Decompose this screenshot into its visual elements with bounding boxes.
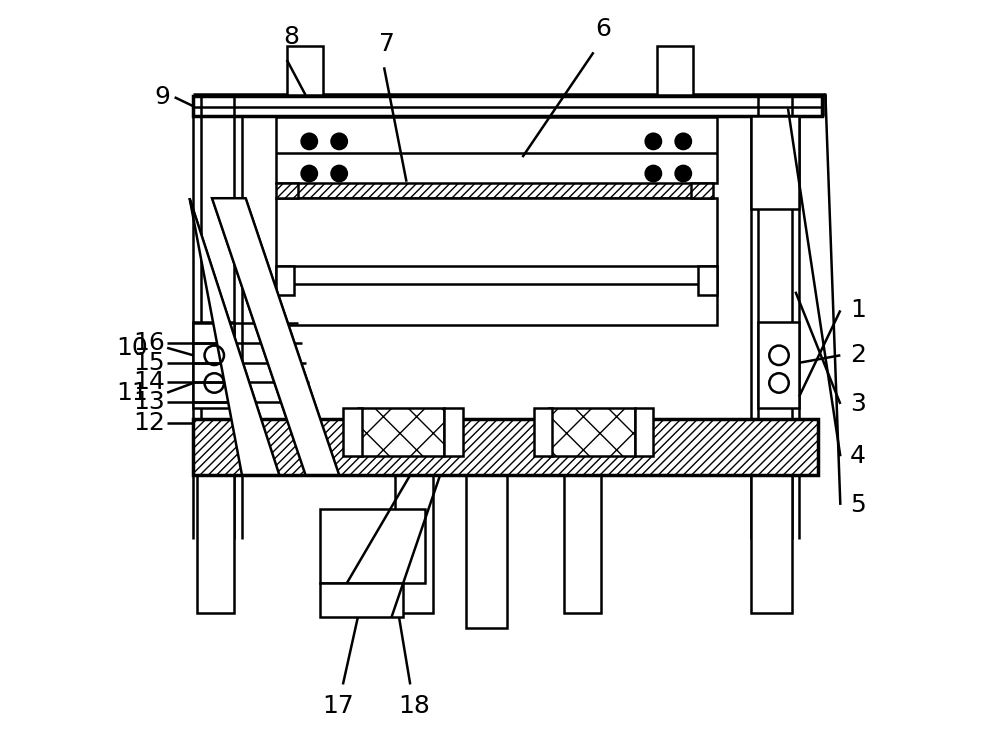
- Bar: [193, 419, 818, 475]
- Bar: [698, 266, 717, 295]
- Text: 11: 11: [117, 381, 148, 405]
- Bar: [549, 408, 635, 456]
- Bar: [276, 183, 298, 198]
- Text: 13: 13: [133, 390, 165, 414]
- Bar: [193, 322, 234, 408]
- Text: 15: 15: [133, 351, 165, 375]
- Bar: [751, 116, 799, 209]
- Bar: [279, 177, 706, 198]
- Bar: [691, 183, 713, 198]
- Bar: [395, 475, 433, 613]
- Polygon shape: [190, 198, 279, 475]
- Bar: [444, 408, 463, 456]
- Bar: [276, 117, 717, 183]
- Bar: [466, 475, 507, 628]
- Text: 16: 16: [133, 331, 165, 355]
- Bar: [276, 198, 717, 325]
- Circle shape: [331, 165, 347, 182]
- Text: 9: 9: [154, 85, 170, 109]
- Polygon shape: [212, 198, 339, 475]
- Text: 17: 17: [322, 694, 354, 718]
- Text: 18: 18: [398, 694, 430, 718]
- Text: 12: 12: [133, 411, 165, 435]
- Bar: [276, 266, 294, 295]
- Bar: [758, 322, 799, 408]
- Circle shape: [331, 133, 347, 150]
- Circle shape: [675, 165, 691, 182]
- Bar: [657, 46, 693, 95]
- Bar: [320, 583, 403, 617]
- Bar: [564, 475, 601, 613]
- Bar: [343, 408, 362, 456]
- Text: 8: 8: [283, 25, 299, 49]
- Bar: [287, 46, 323, 95]
- Text: 10: 10: [117, 336, 148, 360]
- Circle shape: [675, 133, 691, 150]
- Circle shape: [645, 165, 662, 182]
- Bar: [197, 475, 234, 613]
- Text: 6: 6: [596, 17, 612, 41]
- Circle shape: [301, 165, 317, 182]
- Circle shape: [301, 133, 317, 150]
- Bar: [320, 509, 425, 583]
- Text: 3: 3: [850, 392, 866, 416]
- Text: 5: 5: [850, 493, 866, 517]
- Text: 14: 14: [133, 370, 165, 394]
- Bar: [358, 408, 444, 456]
- Text: 4: 4: [850, 444, 866, 468]
- Text: 1: 1: [850, 298, 866, 322]
- Bar: [534, 408, 552, 456]
- Bar: [193, 96, 822, 116]
- Bar: [751, 475, 792, 613]
- Text: 2: 2: [850, 343, 866, 367]
- Text: 7: 7: [379, 32, 395, 56]
- Circle shape: [645, 133, 662, 150]
- Bar: [635, 408, 653, 456]
